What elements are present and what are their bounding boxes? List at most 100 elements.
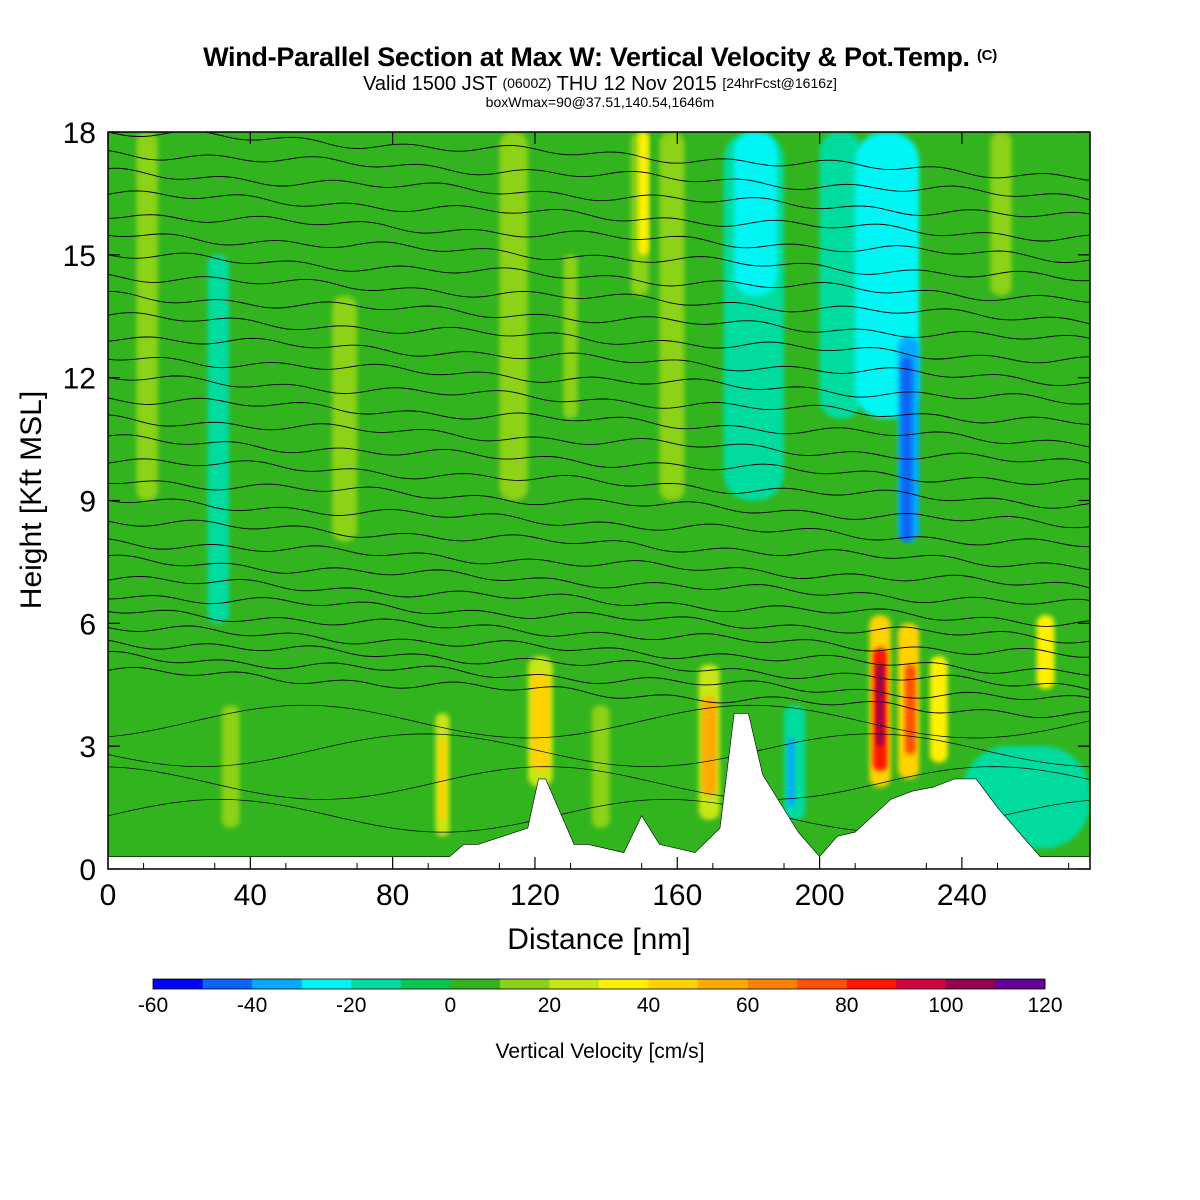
colorbar-tick-label: 80 — [835, 994, 858, 1017]
theta-contour-low — [108, 766, 1090, 800]
x-tick-label: 240 — [937, 879, 987, 912]
colorbar-swatch — [450, 979, 501, 989]
colorbar-swatch — [351, 979, 402, 989]
y-tick-label: 0 — [79, 854, 96, 887]
valid-prefix: Valid 1500 JST — [363, 73, 497, 95]
colorbar-swatch — [945, 979, 996, 989]
colorbar-tick-label: -20 — [336, 994, 366, 1017]
velocity-region — [819, 132, 863, 419]
theta-contour — [108, 233, 1090, 282]
colorbar-swatch — [698, 979, 749, 989]
colorbar-swatch — [846, 979, 897, 989]
theta-contour — [108, 414, 1090, 464]
colorbar-tick-label: 120 — [1027, 994, 1062, 1017]
copyright-mark: (C) — [976, 47, 997, 64]
forecast-info: [24hrFcst@1616z] — [722, 75, 837, 91]
theta-contour — [108, 519, 1090, 571]
velocity-region — [734, 132, 777, 296]
colorbar-title: Vertical Velocity [cm/s] — [496, 1040, 705, 1063]
potential-temperature-contours — [108, 132, 1090, 833]
colorbar-tick-label: 60 — [736, 994, 759, 1017]
x-tick-label: 0 — [100, 879, 117, 912]
colorbar-swatch — [648, 979, 699, 989]
x-axis: 0 40 80 120 160 200 240 — [100, 132, 1070, 912]
theta-contour — [108, 575, 1090, 627]
x-tick-label: 200 — [795, 879, 845, 912]
velocity-region — [438, 737, 447, 820]
velocity-region — [702, 697, 717, 796]
theta-contour — [108, 312, 1090, 364]
theta-contour — [108, 150, 1090, 201]
colorbar-swatch — [747, 979, 798, 989]
colorbar-swatch — [797, 979, 848, 989]
velocity-region — [531, 672, 550, 771]
colorbar-swatch — [995, 979, 1046, 989]
velocity-region — [1036, 615, 1055, 689]
velocity-region — [929, 656, 948, 763]
theta-contour — [108, 538, 1090, 589]
velocity-region — [221, 705, 240, 829]
theta-contour — [108, 434, 1090, 485]
y-tick-label: 18 — [63, 117, 96, 150]
y-tick-label: 9 — [79, 486, 96, 519]
theta-contour — [108, 375, 1090, 425]
theta-contour — [108, 666, 1090, 719]
theta-contour — [108, 458, 1090, 509]
theta-contour — [108, 498, 1090, 548]
colorbar-tick-label: 0 — [444, 994, 456, 1017]
colorbar-tick-label: -40 — [237, 994, 267, 1017]
y-tick-label: 6 — [79, 608, 96, 641]
velocity-region — [332, 295, 358, 542]
valid-date: THU 12 Nov 2015 — [556, 73, 717, 95]
y-tick-label: 15 — [63, 240, 96, 273]
colorbar-swatch — [153, 979, 203, 989]
x-tick-label: 80 — [376, 879, 409, 912]
theta-contour — [108, 273, 1090, 325]
theta-contour — [108, 397, 1090, 448]
colorbar-tick-label: -60 — [138, 994, 168, 1017]
x-tick-label: 40 — [234, 879, 267, 912]
colorbar-tick-label: 100 — [928, 994, 963, 1017]
chart-subtitle: Valid 1500 JST (0600Z) THU 12 Nov 2015 [… — [0, 73, 1200, 94]
theta-contour — [108, 595, 1090, 644]
velocity-region — [207, 254, 229, 624]
colorbar-frame — [152, 978, 1046, 990]
theta-contour — [108, 639, 1090, 691]
x-tick-label: 160 — [652, 879, 702, 912]
theta-contour — [108, 132, 1090, 181]
theta-contour — [108, 190, 1090, 242]
box-info: boxWmax=90@37.51,140.54,1646m — [485, 94, 715, 110]
colorbar-swatch — [599, 979, 649, 989]
chart-title-text: Wind-Parallel Section at Max W: Vertical… — [203, 42, 970, 72]
y-tick-label: 12 — [63, 363, 96, 396]
colorbar-swatch — [301, 979, 352, 989]
theta-contour-low — [108, 704, 1090, 739]
velocity-region — [901, 357, 913, 542]
theta-contour — [108, 356, 1090, 405]
colorbar-tick-label: 20 — [538, 994, 561, 1017]
colorbar-swatch — [400, 979, 451, 989]
chart-title: Wind-Parallel Section at Max W: Vertical… — [0, 40, 1200, 73]
colorbar-swatch — [202, 979, 253, 989]
theta-contour — [108, 480, 1090, 529]
theta-contour — [108, 625, 1090, 676]
theta-contour — [108, 651, 1090, 701]
y-axis: 0 3 6 9 12 15 18 — [63, 117, 1090, 887]
velocity-region — [591, 705, 610, 829]
y-axis-label: Height [Kft MSL] — [15, 391, 48, 609]
colorbar-swatch — [896, 979, 947, 989]
velocity-region — [904, 664, 916, 755]
velocity-region — [136, 132, 158, 501]
colorbar-swatch — [499, 979, 550, 989]
terrain-mask — [107, 713, 1091, 870]
theta-contour — [108, 554, 1090, 605]
x-tick-label: 120 — [510, 879, 560, 912]
colorbar-swatch — [252, 979, 303, 989]
theta-contour — [108, 252, 1090, 303]
colorbar: -60 -40 -20 0 20 40 60 80 100 120 — [138, 978, 1063, 1017]
y-tick-label: 3 — [79, 731, 96, 764]
theta-contour — [108, 290, 1090, 340]
velocity-region — [563, 254, 578, 419]
theta-contour — [108, 167, 1090, 218]
